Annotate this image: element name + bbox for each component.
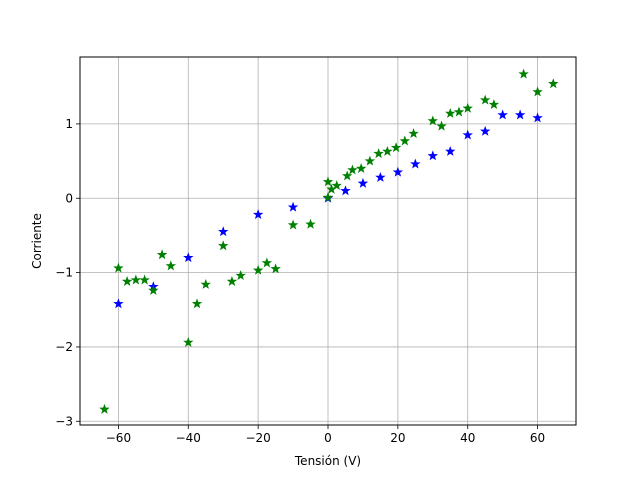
data-point <box>532 112 543 123</box>
y-tick-label: 0 <box>65 191 73 205</box>
data-point <box>453 106 465 117</box>
data-point <box>382 145 393 156</box>
data-point <box>139 274 150 285</box>
data-point <box>287 201 299 212</box>
data-point <box>322 176 334 187</box>
x-tick-label: 40 <box>460 431 475 445</box>
x-tick-label: 60 <box>530 431 545 445</box>
data-point <box>514 109 526 120</box>
data-point <box>200 279 211 289</box>
data-point <box>113 262 124 273</box>
y-tick-label: −3 <box>55 414 73 428</box>
data-point <box>399 135 411 146</box>
data-point <box>218 226 229 237</box>
data-point <box>479 125 491 136</box>
data-point <box>235 270 246 280</box>
y-tick-label: 1 <box>65 117 73 131</box>
data-point <box>390 142 402 153</box>
data-point <box>408 128 419 139</box>
data-point <box>191 298 203 309</box>
x-tick-label: −40 <box>176 431 201 445</box>
data-point <box>130 274 142 285</box>
data-point <box>121 276 133 286</box>
data-point <box>373 148 384 159</box>
data-point <box>445 145 456 156</box>
data-point <box>427 115 438 126</box>
x-tick-label: 20 <box>390 431 405 445</box>
x-axis-ticks: −60 −40 −20 0 20 40 60 <box>106 425 545 445</box>
data-point <box>99 403 110 414</box>
data-point <box>252 209 264 220</box>
data-point <box>340 185 351 196</box>
data-point <box>218 240 229 251</box>
data-point <box>357 177 369 188</box>
data-point <box>347 164 358 175</box>
data-point <box>462 102 473 113</box>
data-point <box>148 284 159 295</box>
data-point <box>462 129 473 140</box>
y-axis-label: Corriente <box>30 213 44 269</box>
data-point <box>156 249 168 260</box>
data-point <box>410 158 421 169</box>
data-point <box>436 120 447 131</box>
data-point <box>113 298 124 309</box>
y-axis-ticks: −3 −2 −1 0 1 <box>55 117 80 428</box>
data-point <box>305 218 316 229</box>
data-point <box>364 155 376 166</box>
data-point <box>497 109 508 120</box>
y-tick-label: −1 <box>55 266 73 280</box>
data-point <box>427 150 438 161</box>
data-point <box>287 219 299 230</box>
data-point <box>252 264 264 275</box>
data-point <box>226 276 238 286</box>
x-tick-label: −60 <box>106 431 131 445</box>
data-point <box>392 166 404 177</box>
data-point <box>322 192 334 202</box>
data-point <box>165 260 177 271</box>
data-point <box>532 86 543 97</box>
data-point <box>488 99 500 110</box>
x-tick-label: 0 <box>324 431 332 445</box>
data-points <box>99 68 559 414</box>
x-axis-label: Tensión (V) <box>294 454 361 468</box>
data-point <box>183 252 194 263</box>
data-point <box>331 180 342 191</box>
data-point <box>375 171 386 182</box>
data-point <box>261 257 273 268</box>
data-point <box>548 78 559 89</box>
grid <box>80 57 576 425</box>
data-point <box>445 108 456 118</box>
data-point <box>479 94 491 105</box>
series-2 <box>99 68 559 414</box>
y-tick-label: −2 <box>55 340 73 354</box>
data-point <box>270 263 281 274</box>
data-point <box>342 170 353 181</box>
x-tick-label: −20 <box>245 431 270 445</box>
data-point <box>518 68 529 79</box>
data-point <box>183 337 194 347</box>
data-point <box>355 163 367 173</box>
